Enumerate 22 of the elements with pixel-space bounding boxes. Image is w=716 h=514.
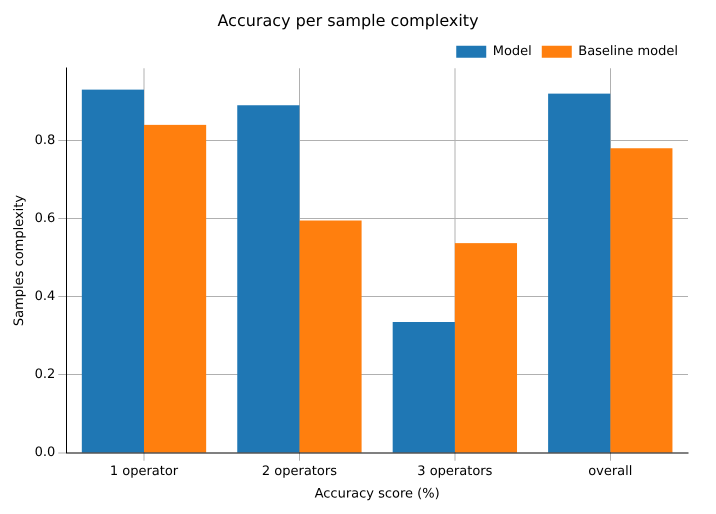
- x-tick-label: 2 operators: [262, 464, 338, 479]
- x-tick-label: 1 operator: [110, 464, 179, 479]
- bar: [237, 105, 300, 452]
- x-axis-title: Accuracy score (%): [314, 486, 440, 502]
- legend-label: Model: [492, 44, 532, 60]
- legend-label: Baseline model: [578, 44, 678, 60]
- bar: [144, 124, 206, 452]
- y-tick-label: 0.2: [34, 367, 56, 382]
- bar: [82, 90, 144, 452]
- y-tick-label: 0.0: [34, 445, 56, 460]
- x-tick-label: overall: [588, 464, 632, 479]
- y-axis-title: Samples complexity: [12, 194, 28, 326]
- bar: [548, 94, 610, 452]
- bar: [392, 322, 455, 452]
- bar: [610, 148, 672, 452]
- y-tick-label: 0.8: [34, 132, 56, 148]
- bar: [299, 220, 362, 452]
- y-tick-label: 0.4: [34, 288, 56, 304]
- x-tick-label: 3 operators: [417, 464, 493, 479]
- bar: [454, 243, 518, 452]
- y-tick-label: 0.6: [34, 210, 56, 226]
- chart-title: Accuracy per sample complexity: [217, 10, 479, 30]
